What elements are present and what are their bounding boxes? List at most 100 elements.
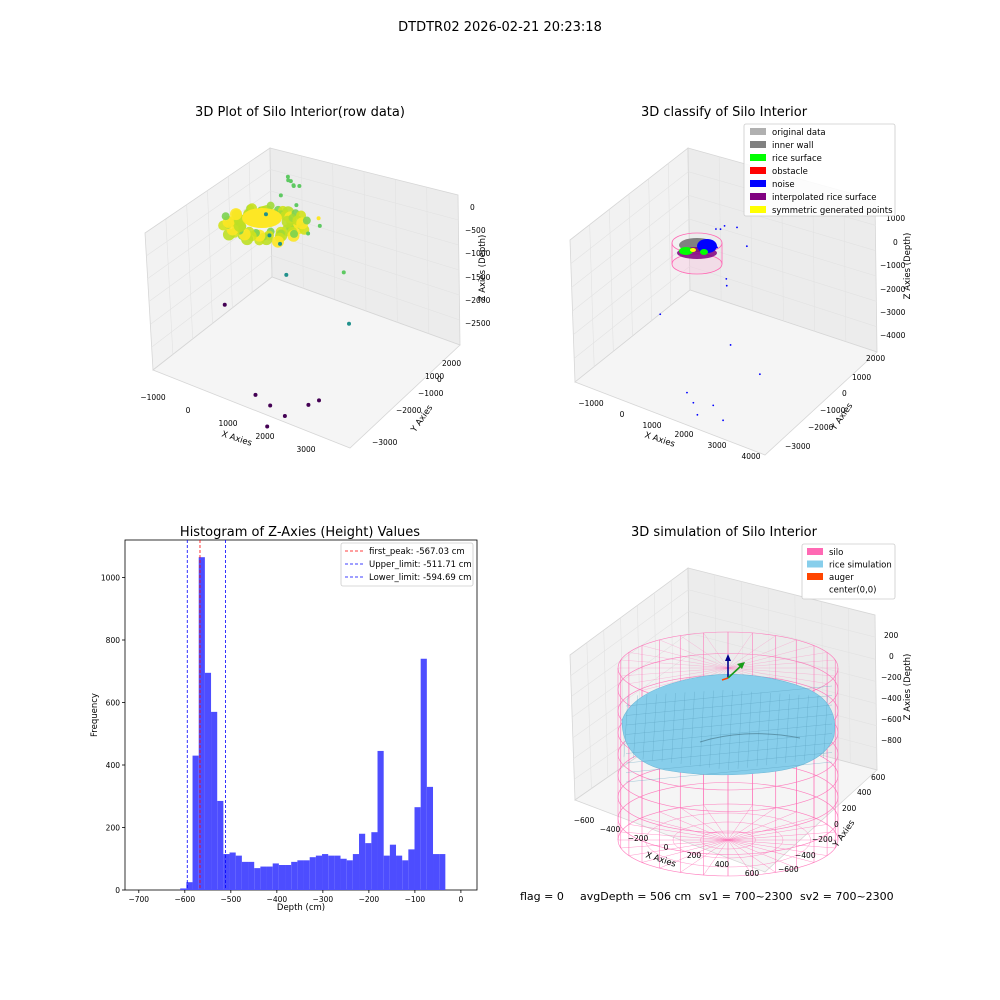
hist-x-tick-label: −100 <box>405 895 426 904</box>
raw-x-tick: 3000 <box>296 445 315 454</box>
classify-y-ticks: −3000 −2000 −1000 0 1000 2000 <box>785 354 885 451</box>
sim-silo-spoke <box>727 659 836 669</box>
hist-x-tick-label: 0 <box>459 895 464 904</box>
raw-y-tick: 2000 <box>442 359 461 368</box>
sim-rice-mesh-line <box>661 693 667 762</box>
sim-rice-mesh-line <box>625 714 833 735</box>
grid-line <box>570 589 876 676</box>
grid-line <box>603 630 609 778</box>
classify-legend-swatch <box>750 154 766 161</box>
classify-legend-swatch <box>750 206 766 213</box>
sim-legend-label: auger <box>829 573 854 583</box>
raw-surface-point <box>229 208 242 221</box>
raw-scatter-point <box>286 178 291 183</box>
hist-bar <box>278 865 286 890</box>
sim-x-tick: −600 <box>574 816 595 825</box>
hist-bar <box>328 855 335 890</box>
sim-z-tick: −600 <box>881 715 902 724</box>
hist-bar <box>322 854 329 890</box>
sim-rice-mesh-line <box>756 692 762 767</box>
classify-legend-label: noise <box>772 180 795 190</box>
classify-y-tick: 0 <box>842 389 847 398</box>
sim-y-ticks: −600 −400 −200 0 200 400 600 <box>778 773 886 874</box>
sim-rice-mesh-line <box>718 689 724 769</box>
sim-legend: silo rice simulation auger center(0,0) <box>801 543 896 600</box>
sim-legend-label: rice simulation <box>829 561 892 571</box>
raw-y-ticks: −3000 −2000 −1000 0 1000 2000 <box>372 359 461 447</box>
classify-silo-cluster <box>671 232 723 275</box>
sim-silo-spoke <box>659 639 729 669</box>
hist-x-ticks: −700 −600 −500 −400 −300 −200 −100 0 <box>128 890 464 904</box>
sim-silo-spoke <box>680 635 729 669</box>
hist-chart-title: Histogram of Z-Axies (Height) Values <box>180 525 420 540</box>
hist-bar <box>334 855 341 890</box>
hist-bars <box>180 557 446 890</box>
raw-x-tick: −1000 <box>140 393 166 402</box>
hist-legend-items: first_peak: -567.03 cm Upper_limit: -511.… <box>345 547 472 583</box>
hist-bar <box>254 868 261 890</box>
sim-legend-items: silo rice simulation auger center(0,0) <box>807 548 892 596</box>
hist-bar <box>241 861 249 890</box>
panel-classify: 3D classify of Silo Interior −1000 0 100… <box>569 105 913 461</box>
raw-z-tick: −2500 <box>465 319 491 328</box>
classify-grid <box>570 156 877 367</box>
classify-noise-point <box>716 246 718 249</box>
raw-3d-box <box>144 147 461 449</box>
sim-rice-mesh-line <box>747 691 752 768</box>
hist-bar <box>359 833 366 890</box>
raw-scatter-point <box>285 174 290 179</box>
sim-z-tick: 200 <box>884 631 899 640</box>
classify-legend-label: symmetric generated points <box>772 206 893 216</box>
sim-y-tick: 200 <box>842 804 857 813</box>
hist-bar <box>272 863 279 890</box>
classify-z-label: Z Axies (Depth) <box>903 233 913 300</box>
hist-bar <box>383 855 390 890</box>
classify-symmetric-points <box>690 248 696 252</box>
raw-points <box>218 174 352 429</box>
raw-chart-title: 3D Plot of Silo Interior(row data) <box>195 105 405 120</box>
hist-bar <box>291 861 298 890</box>
classify-legend-label: inner wall <box>772 141 813 151</box>
status-sv2: sv2 = 700~2300 <box>800 890 894 903</box>
grid-line <box>847 608 851 763</box>
classify-z-tick: −1000 <box>880 261 906 270</box>
classify-noise-point <box>719 228 722 231</box>
sim-rice-mesh-lines <box>623 685 833 783</box>
raw-surface-point <box>221 212 230 221</box>
classify-legend-swatch <box>750 128 766 135</box>
hist-y-tick-label: 400 <box>106 761 121 770</box>
sim-y-tick: 0 <box>834 820 839 829</box>
panel-simulation: 3D simulation of Silo Interior −600 −400… <box>569 525 913 878</box>
hist-vlines <box>186 540 226 890</box>
sim-silo-spoke <box>641 645 729 669</box>
sim-legend-swatch <box>807 560 823 568</box>
classify-legend-label: obstacle <box>772 167 808 177</box>
sim-rice-mesh-line <box>823 696 828 759</box>
sim-rice-mesh-line <box>775 693 781 765</box>
sim-x-tick: 0 <box>664 843 669 852</box>
raw-z-ticks: −2500 −2000 −1500 −1000 −500 0 <box>465 203 491 328</box>
raw-scatter-point <box>297 184 302 188</box>
classify-legend-label: rice surface <box>772 154 822 164</box>
classify-x-tick: 1000 <box>642 421 661 430</box>
classify-x-tick: 2000 <box>674 430 693 439</box>
sim-rice-mesh-line <box>625 685 833 707</box>
sim-auger-axis-x <box>721 677 729 681</box>
sim-silo-spoke <box>641 667 729 691</box>
raw-z-tick: −1500 <box>465 273 491 282</box>
sim-rice-mesh-line <box>625 704 833 726</box>
sim-legend-box <box>801 543 896 600</box>
grid-line <box>571 611 876 697</box>
sim-rice-mesh-line <box>804 695 809 761</box>
raw-scatter-point <box>265 424 270 429</box>
hist-bar <box>352 854 360 890</box>
sim-rice-ridge <box>699 733 801 743</box>
classify-noise-point <box>745 245 748 248</box>
classify-z-ticks: −4000 −3000 −2000 −1000 0 1000 <box>880 214 906 340</box>
raw-surface-cluster <box>218 201 311 248</box>
hist-bar <box>414 807 421 890</box>
classify-legend: original data inner wall rice surface obsta… <box>743 123 896 217</box>
sim-z-tick: 0 <box>889 652 894 661</box>
sim-x-tick: −400 <box>600 825 621 834</box>
classify-x-tick: 0 <box>620 410 625 419</box>
